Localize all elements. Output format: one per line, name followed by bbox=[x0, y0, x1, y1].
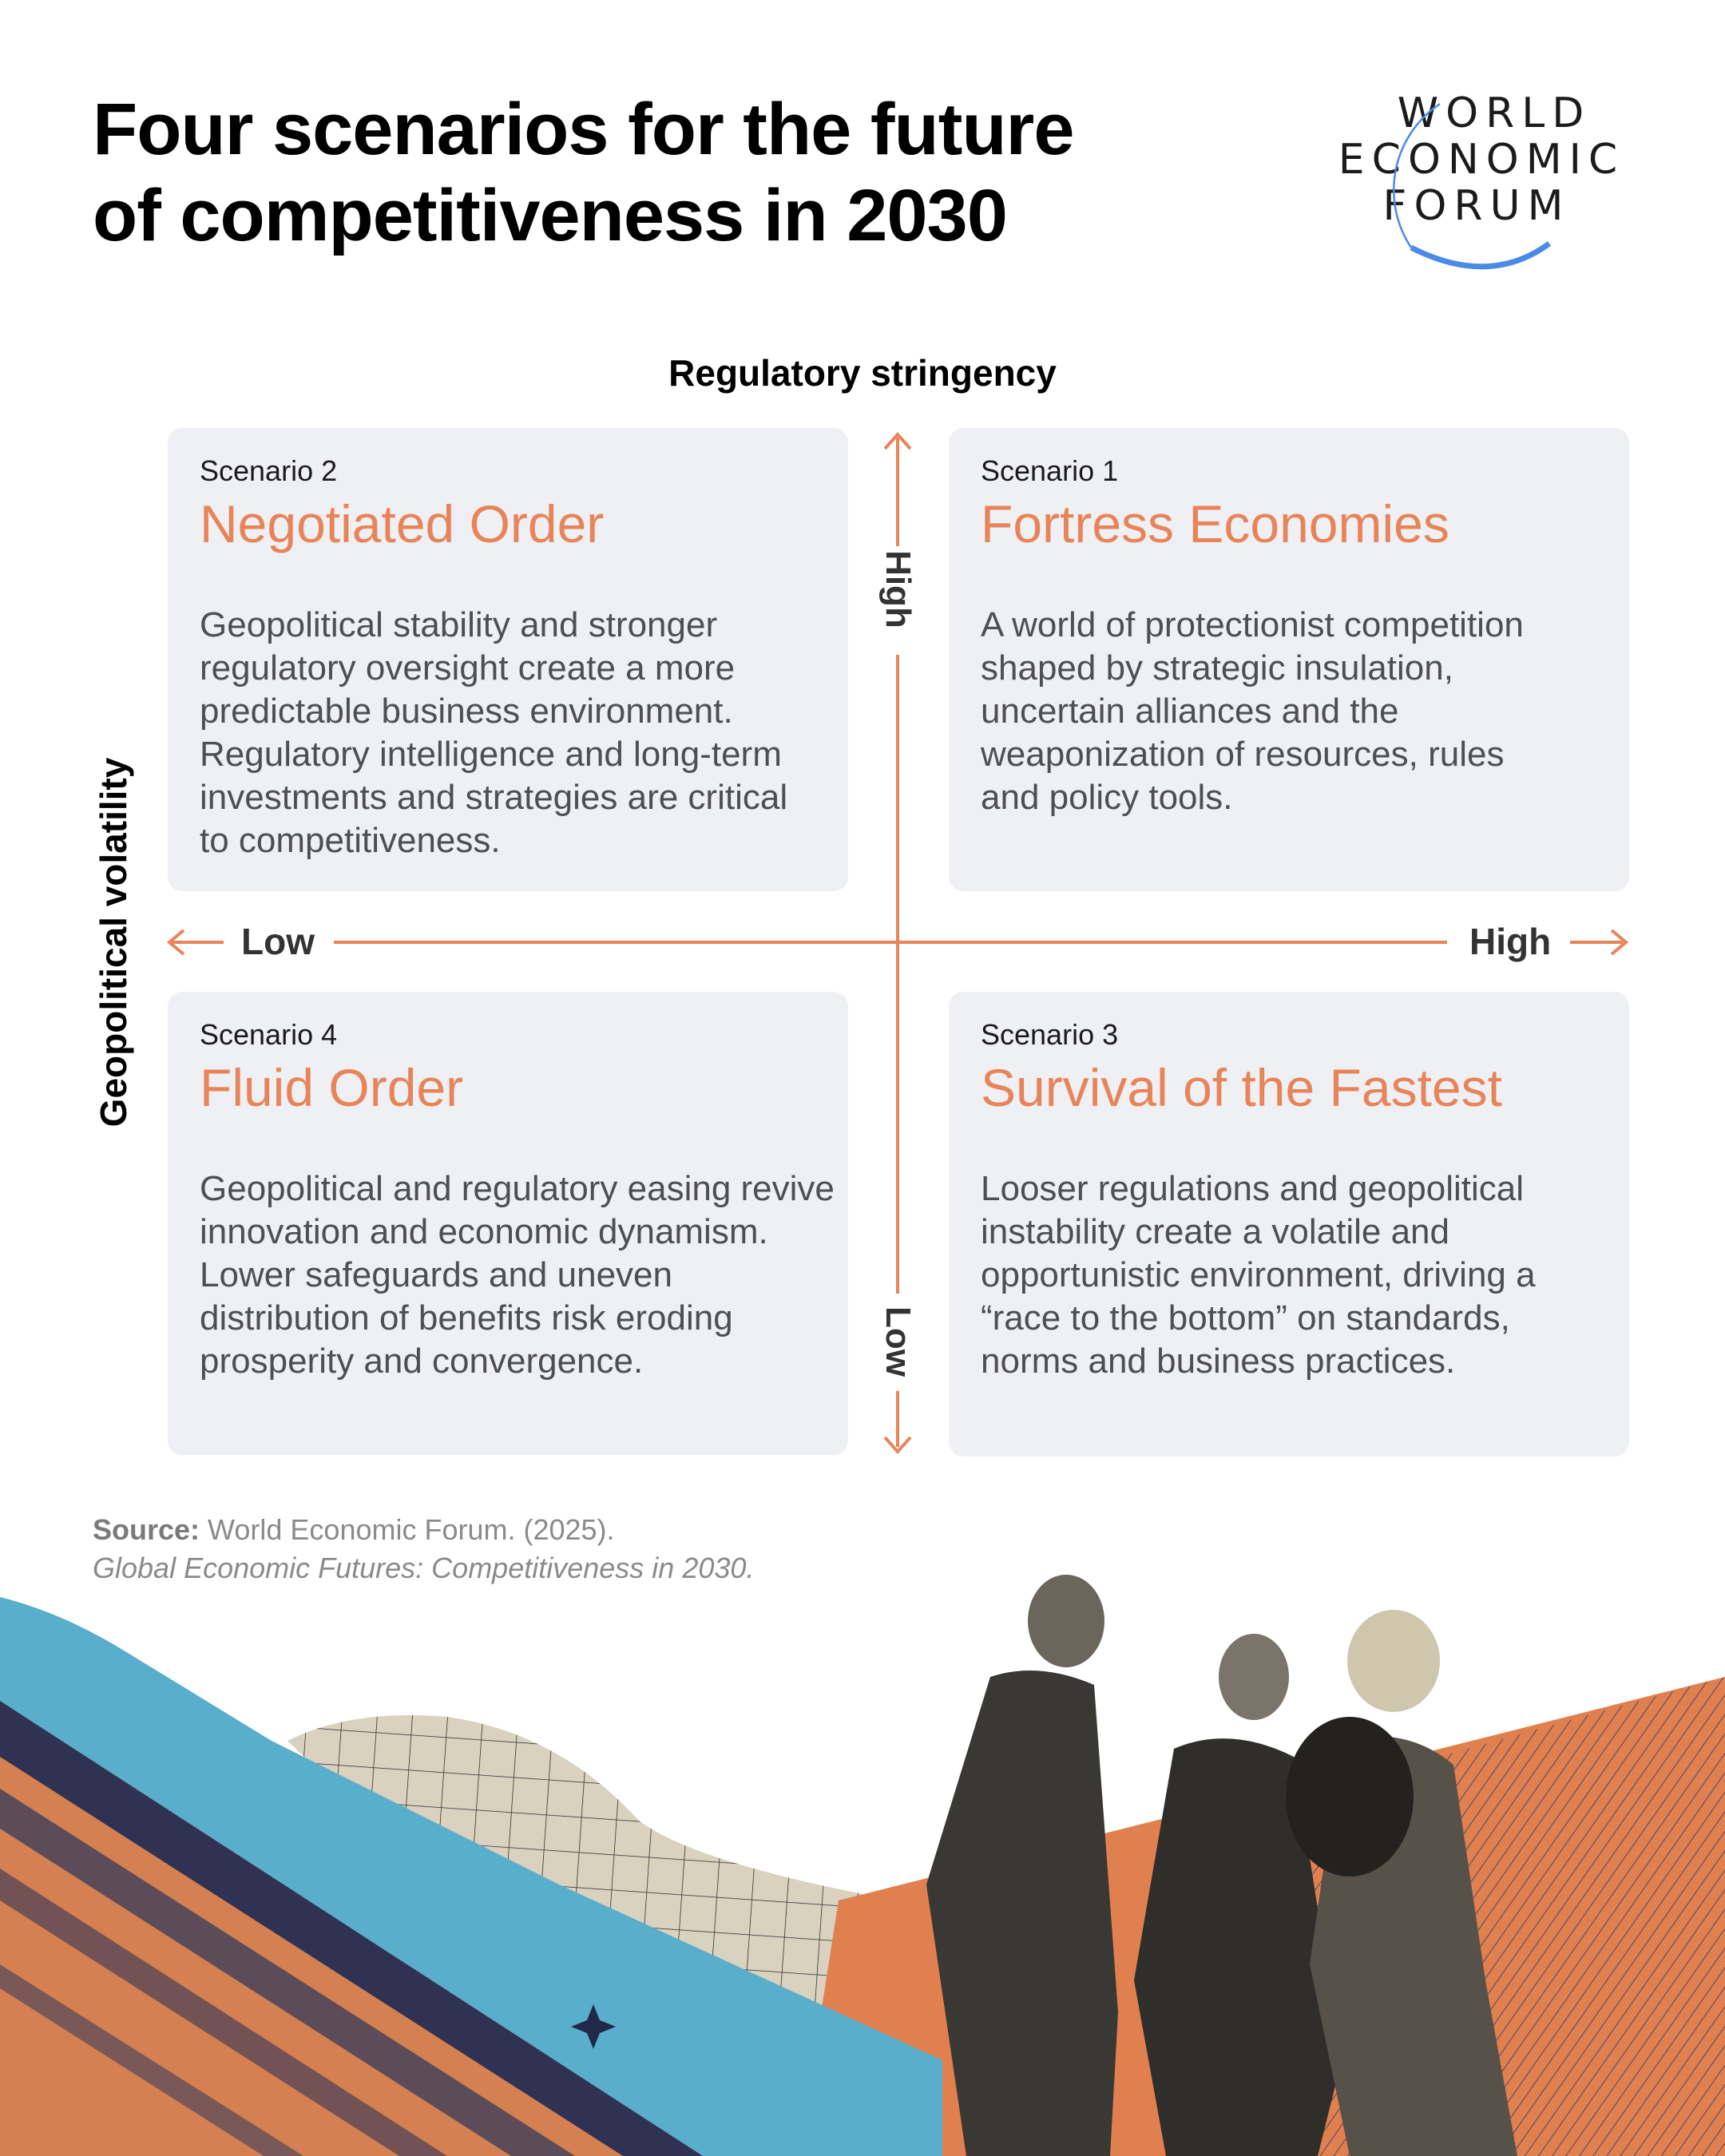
logo-line-economic: ECONOMIC bbox=[1338, 136, 1625, 184]
horizontal-axis-middle-segment bbox=[334, 941, 1447, 944]
scenario-name: Fortress Economies bbox=[981, 494, 1449, 553]
scenario-number: Scenario 3 bbox=[981, 1018, 1119, 1051]
arrow-down-icon bbox=[883, 1436, 912, 1455]
star-mark-icon bbox=[571, 2004, 616, 2049]
horizontal-axis-right-segment bbox=[1570, 941, 1623, 944]
wef-logo: WORLD ECONOMIC FORUM bbox=[1322, 80, 1641, 279]
source-citation: Source: World Economic Forum. (2025). Gl… bbox=[93, 1511, 754, 1587]
scenario-card-fortress-economies: Scenario 1 Fortress Economies A world of… bbox=[949, 428, 1629, 891]
vertical-axis-top-segment bbox=[896, 438, 899, 546]
scenario-description: Geopolitical and regulatory easing reviv… bbox=[200, 1169, 835, 1381]
arrow-up-icon bbox=[883, 431, 912, 450]
people-photo bbox=[926, 1575, 1517, 2156]
scenario-name: Fluid Order bbox=[200, 1058, 464, 1117]
scenario-description: Geopolitical stability and stronger regu… bbox=[200, 605, 788, 860]
scenario-name: Survival of the Fastest bbox=[981, 1058, 1502, 1117]
scenario-card-fluid-order: Scenario 4 Fluid Order Geopolitical and … bbox=[168, 992, 848, 1455]
horizontal-low-label: Low bbox=[241, 921, 315, 962]
source-publication: Global Economic Futures: Competitiveness… bbox=[93, 1552, 755, 1584]
title-line-2: of competitiveness in 2030 bbox=[93, 175, 1008, 256]
arrow-right-icon bbox=[1610, 929, 1629, 956]
scenario-description: Looser regulations and geopolitical inst… bbox=[981, 1169, 1536, 1381]
scenario-number: Scenario 4 bbox=[200, 1018, 338, 1051]
collage-illustration bbox=[0, 1575, 1725, 2156]
vertical-high-label: High bbox=[878, 550, 918, 628]
blue-paper-shape bbox=[0, 1597, 942, 2156]
source-label: Source: bbox=[93, 1513, 200, 1546]
logo-arc-icon bbox=[1393, 102, 1552, 270]
vertical-low-label: Low bbox=[878, 1306, 918, 1377]
scenario-description: A world of protectionist competition sha… bbox=[981, 605, 1524, 817]
horizontal-axis-title: Geopolitical volatility bbox=[93, 757, 134, 1128]
title-line-1: Four scenarios for the future bbox=[93, 89, 1075, 170]
scenario-number: Scenario 1 bbox=[981, 454, 1119, 487]
arrow-left-icon bbox=[166, 929, 185, 956]
source-text: World Economic Forum. (2025). bbox=[200, 1513, 615, 1546]
scenario-card-survival-of-the-fastest: Scenario 3 Survival of the Fastest Loose… bbox=[949, 992, 1629, 1456]
horizontal-high-label: High bbox=[1469, 921, 1552, 962]
horizontal-axis-left-segment bbox=[171, 941, 224, 944]
vertical-axis-bottom-segment bbox=[896, 1391, 899, 1447]
scenario-number: Scenario 2 bbox=[200, 454, 338, 487]
vertical-axis-middle-segment bbox=[896, 655, 899, 1294]
logo-line-forum: FORUM bbox=[1382, 182, 1571, 230]
vertical-axis-title: Regulatory stringency bbox=[668, 352, 1057, 394]
scenario-name: Negotiated Order bbox=[200, 494, 605, 553]
page-title: Four scenarios for the future of competi… bbox=[93, 86, 1211, 259]
scenario-card-negotiated-order: Scenario 2 Negotiated Order Geopolitical… bbox=[168, 428, 848, 891]
